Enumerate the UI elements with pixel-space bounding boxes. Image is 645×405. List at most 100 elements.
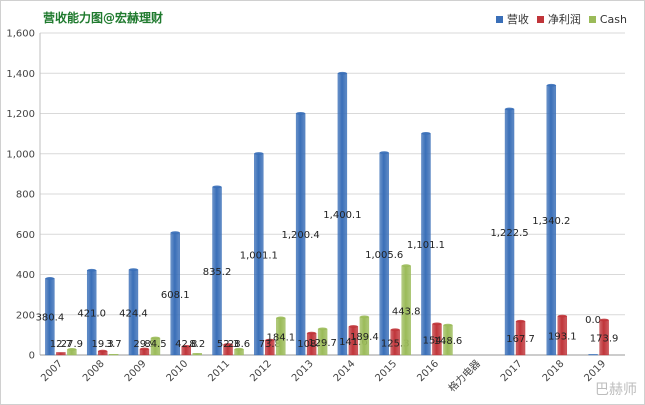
bar-top-cash (150, 336, 160, 340)
data-label-revenue: 835.2 (203, 267, 232, 278)
x-tick-label: 2008 (81, 358, 107, 384)
legend-item-revenue: 营收 (495, 11, 529, 27)
data-label-revenue: 1,005.6 (365, 250, 403, 261)
data-label-net-profit: 193.1 (548, 332, 577, 343)
bar-top-revenue (128, 268, 138, 271)
data-label-cash: 8.2 (189, 339, 205, 350)
data-label-net-profit: 42.8 (175, 339, 197, 350)
data-label-net-profit: 108.7 (297, 339, 326, 350)
bar-revenue (588, 354, 598, 356)
data-label-cash: 189.4 (350, 332, 379, 343)
x-tick-label: 2016 (415, 358, 441, 384)
data-label-cash: 3.7 (106, 339, 122, 350)
y-tick-label: 1,000 (6, 149, 35, 160)
data-label-net-profit: 29.9 (133, 339, 155, 350)
bar-top-revenue (379, 151, 389, 155)
data-label-net-profit: 141.6 (339, 337, 368, 348)
data-label-revenue: 608.1 (161, 290, 190, 301)
data-label-revenue: 0.0 (585, 315, 601, 326)
bar-top-net-profit (181, 344, 191, 348)
y-tick-label: 1,400 (6, 69, 35, 80)
y-tick-label: 0 (29, 351, 35, 362)
data-label-net-profit: 73.8 (259, 339, 281, 350)
data-label-net-profit: 167.7 (506, 334, 535, 345)
x-tick-label: 2017 (499, 358, 525, 384)
y-tick-label: 600 (16, 230, 35, 241)
data-label-cash: 184.1 (267, 332, 296, 343)
bar-top-revenue (546, 83, 556, 87)
data-label-cash: 129.7 (308, 338, 337, 349)
data-label-revenue: 1,200.4 (282, 230, 320, 241)
bar-top-net-profit (265, 338, 275, 342)
bar-cash (192, 353, 202, 356)
bar-top-net-profit (139, 347, 149, 351)
legend: 营收 净利润 Cash (488, 11, 627, 27)
y-tick-label: 800 (16, 190, 35, 201)
legend-item-net-profit: 净利润 (536, 11, 581, 27)
x-tick-label: 2007 (39, 358, 65, 384)
bar-net-profit (56, 352, 66, 356)
x-tick-label: 2010 (165, 358, 191, 384)
legend-swatch-revenue (495, 15, 503, 23)
y-tick-label: 1,600 (6, 29, 35, 40)
data-label-net-profit: 154.6 (423, 335, 452, 346)
bar-top-revenue (421, 132, 431, 135)
data-label-net-profit: 19.3 (92, 339, 114, 350)
bar-top-revenue (87, 268, 97, 272)
data-label-cash: 84.5 (144, 339, 166, 350)
x-tick-label: 2014 (332, 358, 358, 384)
data-label-net-profit: 173.9 (590, 334, 619, 345)
legend-label-net-profit: 净利润 (547, 13, 581, 26)
data-label-cash: 27.9 (61, 339, 83, 350)
legend-label-cash: Cash (599, 12, 627, 26)
data-label-revenue: 380.4 (36, 313, 65, 324)
bar-top-revenue (337, 71, 347, 75)
bar-top-revenue (212, 185, 222, 189)
y-tick-label: 200 (16, 310, 35, 321)
data-label-net-profit: 12.7 (50, 339, 72, 350)
bar-top-cash (276, 316, 286, 320)
x-tick-label: 2009 (123, 358, 149, 384)
bar-top-revenue (254, 152, 264, 155)
bar-top-net-profit (599, 318, 609, 322)
bar-top-revenue (170, 231, 180, 235)
legend-swatch-cash (588, 15, 596, 23)
data-label-cash: 148.6 (434, 336, 463, 347)
bar-top-revenue (45, 277, 55, 280)
bar-top-net-profit (98, 349, 108, 353)
x-tick-label: 2013 (290, 358, 316, 384)
x-tick-label: 2015 (374, 358, 400, 384)
bar-top-net-profit (432, 322, 442, 326)
x-tick-label: 格力电器 (445, 357, 482, 394)
bar-top-net-profit (307, 331, 317, 335)
data-label-cash: 443.8 (392, 306, 421, 317)
bar-top-net-profit (348, 325, 358, 328)
bar-top-net-profit (390, 328, 400, 332)
data-label-net-profit: 52.3 (217, 339, 239, 350)
data-label-revenue: 1,101.1 (407, 240, 445, 251)
data-label-revenue: 421.0 (77, 309, 106, 320)
data-label-revenue: 1,340.2 (532, 216, 570, 227)
x-tick-label: 2012 (248, 358, 274, 384)
x-tick-label: 2011 (206, 358, 232, 384)
y-tick-label: 1,200 (6, 109, 35, 120)
data-label-revenue: 1,001.1 (240, 250, 278, 261)
bar-top-cash (67, 347, 77, 351)
bar-top-cash (359, 315, 369, 319)
legend-item-cash: Cash (588, 12, 627, 26)
data-label-net-profit: 125.3 (381, 338, 410, 349)
x-tick-label: 2018 (541, 358, 567, 384)
bar-cash (108, 354, 119, 356)
legend-label-revenue: 营收 (506, 13, 529, 26)
data-label-cash: 28.6 (228, 339, 250, 350)
bar-top-net-profit (557, 314, 567, 318)
watermark: 巴赫师 (595, 382, 637, 398)
chart-title: 营收能力图@宏赫理财 (43, 11, 164, 25)
bar-top-revenue (505, 107, 515, 111)
bar-top-revenue (296, 112, 306, 115)
bar-top-cash (443, 323, 453, 327)
y-tick-label: 400 (16, 270, 35, 281)
data-label-revenue: 1,222.5 (490, 228, 528, 239)
bar-top-cash (234, 347, 244, 351)
